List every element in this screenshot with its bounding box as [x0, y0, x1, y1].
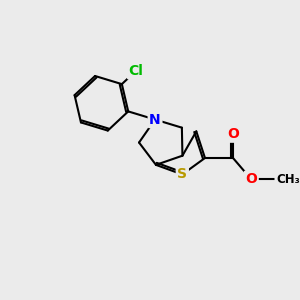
- Text: Cl: Cl: [128, 64, 143, 78]
- Text: S: S: [177, 167, 187, 182]
- Text: N: N: [149, 112, 161, 127]
- Text: O: O: [245, 172, 257, 186]
- Text: O: O: [227, 127, 239, 141]
- Text: CH₃: CH₃: [276, 173, 300, 186]
